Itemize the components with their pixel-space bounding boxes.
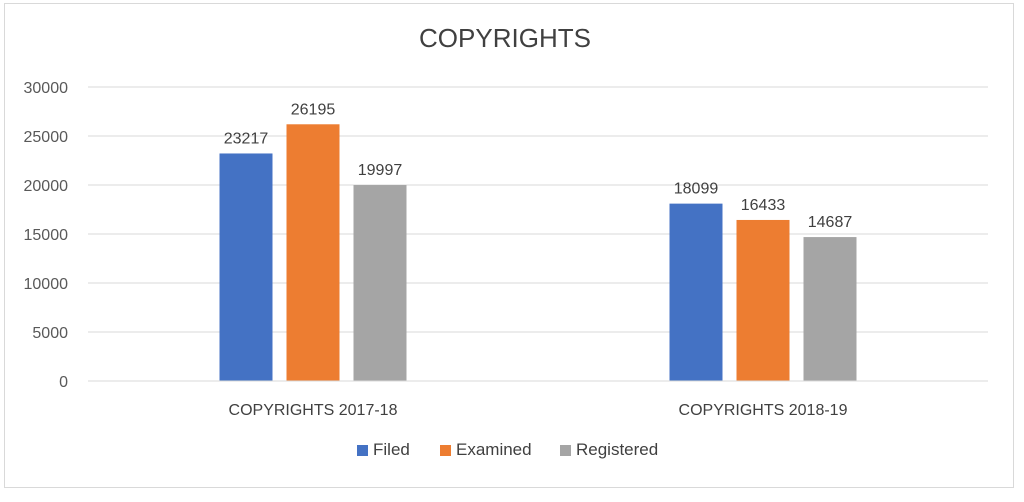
bar-filed (219, 153, 273, 381)
legend-swatch-registered (560, 445, 571, 456)
x-axis: COPYRIGHTS 2017-18 COPYRIGHTS 2018-19 (88, 380, 988, 419)
bar-filed (669, 203, 723, 381)
data-labels: 23217 26195 19997 18099 16433 14687 (224, 101, 853, 231)
data-label: 26195 (291, 101, 336, 118)
bar-examined (286, 124, 340, 381)
y-tick-label: 10000 (24, 276, 69, 293)
data-label: 23217 (224, 130, 269, 147)
legend-label-examined: Examined (456, 440, 532, 459)
y-tick-label: 20000 (24, 178, 69, 195)
y-tick-label: 5000 (32, 325, 68, 342)
y-tick-label: 15000 (24, 227, 69, 244)
data-label: 19997 (358, 162, 403, 179)
y-tick-label: 25000 (24, 129, 69, 146)
legend: Filed Examined Registered (357, 440, 658, 459)
bar-registered (353, 185, 407, 381)
chart-title: COPYRIGHTS (419, 23, 591, 53)
data-label: 16433 (741, 197, 786, 214)
bars (219, 124, 857, 381)
bar-registered (803, 237, 857, 381)
x-category-label: COPYRIGHTS 2017-18 (229, 402, 398, 419)
y-tick-label: 30000 (24, 80, 69, 97)
legend-label-registered: Registered (576, 440, 658, 459)
legend-swatch-examined (440, 445, 451, 456)
bar-examined (736, 219, 790, 381)
x-category-label: COPYRIGHTS 2018-19 (679, 402, 848, 419)
legend-swatch-filed (357, 445, 368, 456)
y-axis: 0 5000 10000 15000 20000 25000 30000 (24, 80, 69, 391)
data-label: 14687 (808, 214, 853, 231)
data-label: 18099 (674, 181, 719, 198)
legend-label-filed: Filed (373, 440, 410, 459)
y-tick-label: 0 (59, 374, 68, 391)
